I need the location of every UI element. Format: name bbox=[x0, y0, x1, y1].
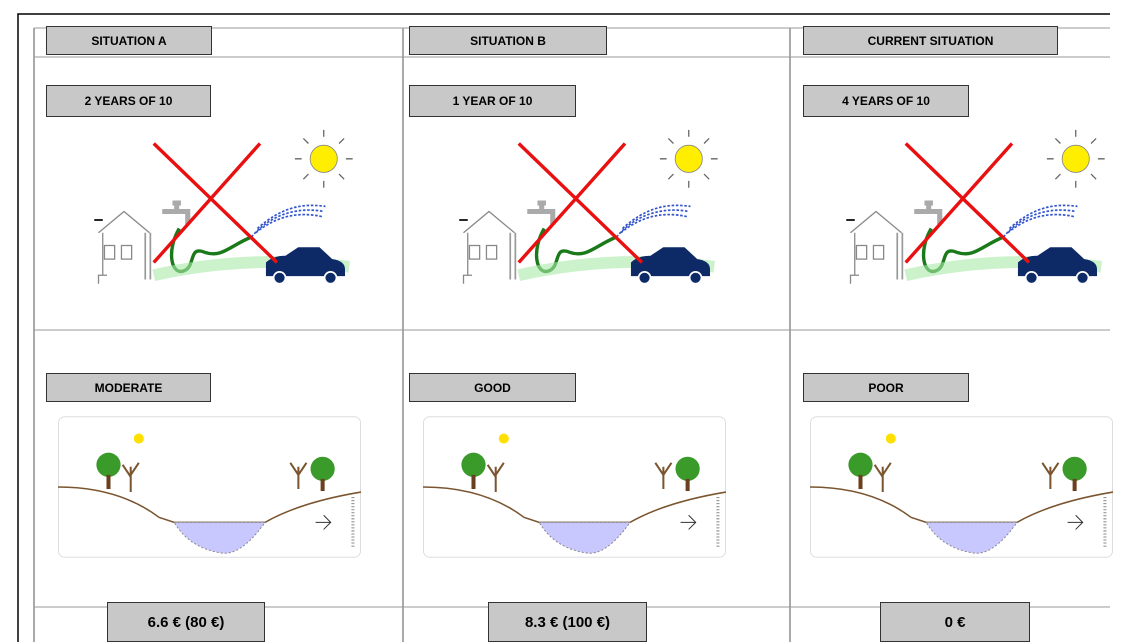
frequency-label: 2 YEARS OF 10 bbox=[46, 85, 211, 117]
price-label: 0 € bbox=[880, 602, 1030, 642]
status-label: MODERATE bbox=[46, 373, 211, 402]
price-label: 8.3 € (100 €) bbox=[488, 602, 647, 642]
column-header: CURRENT SITUATION bbox=[803, 26, 1058, 55]
status-label: GOOD bbox=[409, 373, 576, 402]
price-label: 6.6 € (80 €) bbox=[107, 602, 265, 642]
column-header: SITUATION A bbox=[46, 26, 212, 55]
frequency-label: 1 YEAR OF 10 bbox=[409, 85, 576, 117]
frequency-label: 4 YEARS OF 10 bbox=[803, 85, 969, 117]
status-label: POOR bbox=[803, 373, 969, 402]
column-header: SITUATION B bbox=[409, 26, 607, 55]
